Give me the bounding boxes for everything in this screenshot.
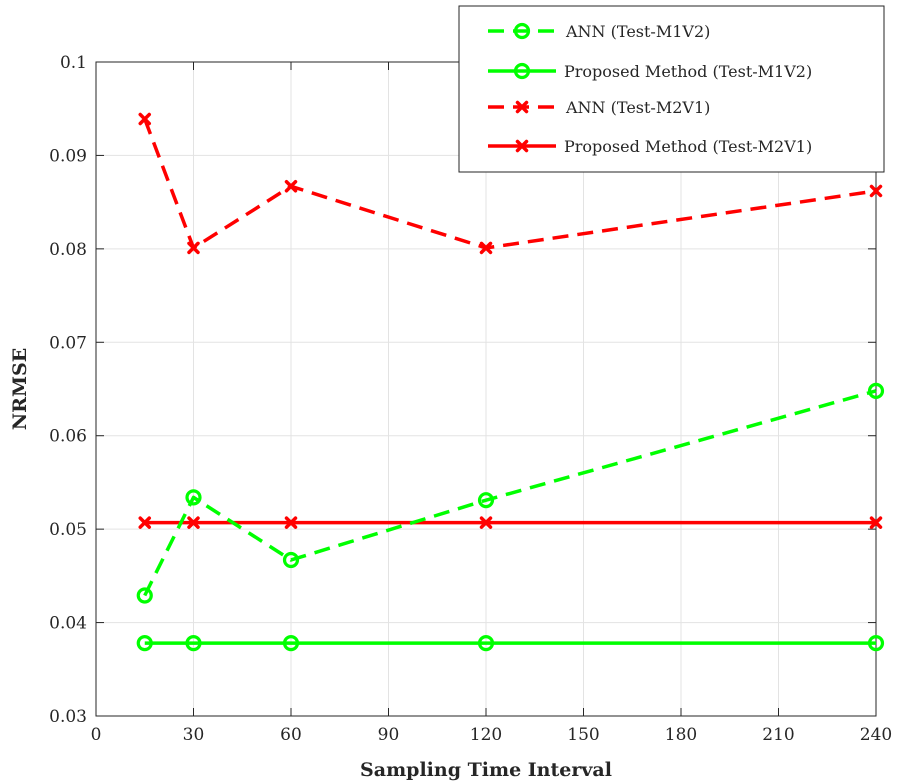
x-tick-label: 0 xyxy=(91,725,102,745)
y-tick-label: 0.07 xyxy=(49,333,87,353)
data-point xyxy=(284,180,298,193)
legend-marker xyxy=(513,62,531,80)
data-point xyxy=(479,516,493,529)
legend-label: ANN (Test-M2V1) xyxy=(565,98,710,117)
data-point xyxy=(479,241,493,255)
marker-stroke xyxy=(284,180,298,193)
marker-stroke xyxy=(187,516,200,529)
y-tick-label: 0.09 xyxy=(49,146,87,166)
legend-label: Proposed Method (Test-M2V1) xyxy=(564,137,812,156)
axes: 0 30 60 90 120 150 180 210 240 0.03 0.04 0.05 0.06 0.… xyxy=(49,53,892,745)
marker-stroke xyxy=(869,184,883,198)
legend-marker xyxy=(515,100,529,114)
marker-stroke xyxy=(284,516,298,529)
marker-stroke xyxy=(869,516,883,529)
legend-marker xyxy=(513,22,531,40)
data-point xyxy=(867,635,885,652)
legend-label: Proposed Method (Test-M1V2) xyxy=(564,62,812,81)
y-tick-label: 0.03 xyxy=(49,707,87,727)
marker-stroke xyxy=(515,139,529,153)
x-tick-label: 240 xyxy=(860,725,892,745)
x-tick-label: 90 xyxy=(378,725,400,745)
data-point xyxy=(869,184,883,198)
marker-stroke xyxy=(138,516,151,529)
data-point xyxy=(187,516,200,529)
y-tick-label: 0.04 xyxy=(49,614,87,634)
legend: ANN (Test-M1V2) Proposed Method (Test-M1V… xyxy=(458,5,885,173)
data-point xyxy=(282,551,300,569)
x-tick-label: 150 xyxy=(567,725,599,745)
x-tick-label: 60 xyxy=(280,725,302,745)
data-point xyxy=(187,241,200,255)
series-layer xyxy=(136,112,885,652)
data-point xyxy=(136,635,153,652)
x-tick-label: 30 xyxy=(183,725,205,745)
x-axis-title: Sampling Time Interval xyxy=(360,759,612,781)
marker-stroke xyxy=(138,112,151,126)
data-point xyxy=(138,516,151,529)
data-point xyxy=(185,635,202,652)
y-tick-label: 0.08 xyxy=(49,240,87,260)
x-tick-label: 120 xyxy=(470,725,502,745)
y-tick-label: 0.1 xyxy=(60,53,87,73)
series-line xyxy=(143,389,877,597)
data-point xyxy=(136,587,153,604)
marker-stroke xyxy=(515,100,529,114)
data-point xyxy=(477,492,495,509)
y-tick-label: 0.06 xyxy=(49,427,87,447)
data-point xyxy=(477,635,495,652)
marker-stroke xyxy=(187,241,200,255)
y-axis-title: NRMSE xyxy=(9,348,31,430)
data-point xyxy=(284,516,298,529)
legend-label: ANN (Test-M1V2) xyxy=(565,22,710,41)
marker-stroke xyxy=(479,241,493,255)
data-point xyxy=(185,489,202,506)
data-point xyxy=(869,516,883,529)
marker-stroke xyxy=(479,516,493,529)
data-point xyxy=(282,635,300,652)
data-point xyxy=(867,382,885,399)
x-tick-label: 180 xyxy=(665,725,697,745)
x-tick-label: 210 xyxy=(762,725,794,745)
legend-marker xyxy=(515,139,529,153)
y-tick-label: 0.05 xyxy=(49,520,87,540)
data-point xyxy=(138,112,151,126)
